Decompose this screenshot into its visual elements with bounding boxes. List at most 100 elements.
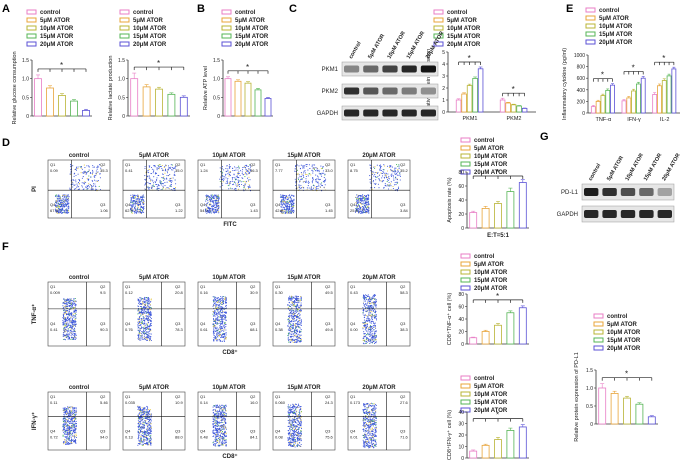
bar [610, 84, 615, 114]
flow-event [148, 172, 150, 174]
flow-event [295, 165, 297, 167]
flow-event [210, 204, 212, 206]
flow-event [293, 300, 296, 302]
legend-label: 20μM ATOR [474, 286, 508, 292]
flow-event [65, 329, 67, 331]
sig-star: * [468, 54, 471, 63]
flow-event [380, 172, 382, 174]
flow-event [283, 201, 285, 203]
flow-event [229, 167, 231, 169]
flow-event [283, 207, 285, 209]
blot-band [344, 109, 360, 117]
flow-event [304, 181, 307, 184]
flow-event [158, 187, 160, 189]
flow-event [289, 322, 291, 324]
flow-event [373, 183, 375, 185]
y-tick-label: 1.0 [118, 77, 125, 83]
flow-event [299, 181, 301, 183]
flow-event [235, 167, 237, 169]
flow-event [307, 185, 309, 187]
flow-event [358, 197, 361, 200]
flow-event [236, 175, 239, 177]
flow-event [214, 335, 217, 337]
flow-event [225, 325, 227, 327]
flow-event [95, 180, 97, 182]
sig-star: * [496, 168, 499, 177]
flow-event [81, 185, 83, 187]
bar [179, 96, 188, 117]
flow-event [324, 173, 326, 175]
flow-event [96, 173, 98, 175]
flow-event [298, 312, 300, 314]
quadrant-label: Q1 [350, 162, 356, 167]
flow-event [367, 205, 369, 207]
flow-event [65, 200, 67, 202]
flow-event [392, 176, 394, 178]
flow-event [297, 179, 300, 181]
flow-event [312, 178, 314, 180]
flow-event [216, 314, 218, 316]
flow-event [245, 169, 247, 171]
flow-event [222, 325, 224, 327]
flow-event [206, 194, 208, 196]
flow-event [237, 176, 239, 178]
flow-event [284, 204, 286, 206]
flow-event [365, 328, 367, 330]
flow-event [237, 188, 240, 190]
quadrant-label: Q2 [325, 162, 331, 167]
flow-event [67, 312, 69, 314]
flow-event [141, 207, 144, 209]
flow-event [219, 326, 221, 328]
flow-event [217, 200, 219, 202]
flow-event [389, 165, 391, 167]
flow-event [71, 300, 73, 302]
quadrant-label: Q3 [250, 321, 256, 326]
flow-event [166, 170, 168, 172]
legend-swatch [460, 145, 471, 151]
flow-event [70, 166, 72, 168]
y-axis-label: Relative protein expression of PD-L1 [574, 352, 580, 442]
flow-event [166, 172, 169, 174]
flow-event [381, 177, 383, 179]
flow-event [138, 302, 140, 304]
flow-event [135, 203, 137, 205]
flow-event [68, 328, 70, 330]
flow-event [72, 165, 74, 167]
flow-event [220, 171, 222, 173]
flow-event [62, 305, 64, 307]
bar [647, 416, 656, 425]
flow-event [151, 185, 153, 187]
flow-event [150, 333, 152, 335]
flow-event [283, 202, 285, 205]
flow-event [148, 300, 150, 302]
flow-event [144, 183, 147, 185]
y-tick-label: 0.5 [118, 95, 125, 101]
flow-event [318, 173, 320, 175]
flow-event [288, 299, 290, 301]
flow-event [233, 183, 235, 185]
y-tick-label: 20 [458, 330, 464, 336]
flow-event [289, 200, 292, 202]
flow-event [63, 310, 65, 312]
flow-event [139, 210, 142, 212]
flow-event [58, 208, 61, 210]
flow-event [369, 330, 372, 332]
flow-event [66, 304, 68, 306]
flow-event [131, 196, 133, 198]
legend-label: control [447, 10, 468, 16]
flow-event [157, 164, 159, 167]
flow-event [385, 173, 387, 176]
flow-event [139, 305, 141, 308]
flow-event [300, 319, 302, 321]
flow-event [374, 330, 376, 332]
flow-event [365, 299, 367, 301]
flow-event [71, 338, 73, 340]
flow-event [65, 194, 67, 196]
flow-event [290, 197, 292, 199]
flow-event [293, 195, 295, 197]
flow-event [288, 296, 290, 299]
flow-event [70, 329, 72, 331]
flow-event [220, 334, 222, 336]
